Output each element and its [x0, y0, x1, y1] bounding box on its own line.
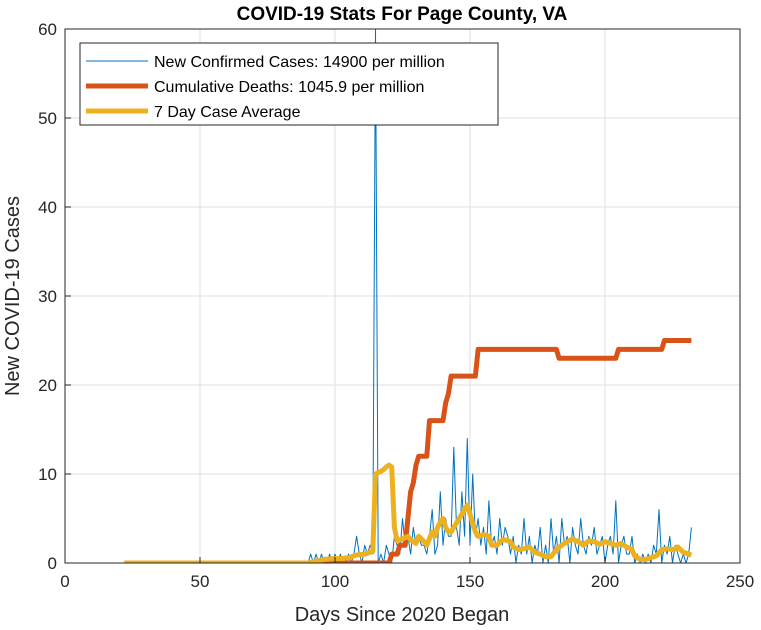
x-tick-label: 0 — [60, 572, 69, 591]
y-tick-label: 60 — [38, 20, 57, 39]
legend: New Confirmed Cases: 14900 per million Cu… — [79, 42, 499, 126]
legend-label-2: Cumulative Deaths: 1045.9 per million — [154, 79, 424, 96]
series-line-2 — [124, 338, 692, 563]
y-tick-label: 20 — [38, 376, 57, 395]
y-tick-label: 30 — [38, 287, 57, 306]
x-tick-label: 150 — [456, 572, 484, 591]
chart-title: COVID-19 Stats For Page County, VA — [237, 4, 568, 25]
y-tick-label: 10 — [38, 465, 57, 484]
series-group — [124, 29, 693, 563]
series-line-3 — [124, 462, 693, 563]
x-axis-label: Days Since 2020 Began — [295, 604, 510, 626]
x-tick-label: 50 — [191, 572, 210, 591]
x-tick-label: 250 — [726, 572, 754, 591]
x-tick-label: 100 — [321, 572, 349, 591]
series-line-1 — [124, 29, 692, 563]
legend-label-3: 7 Day Case Average — [154, 104, 301, 121]
legend-label-1: New Confirmed Cases: 14900 per million — [154, 54, 445, 71]
x-tick-label: 200 — [591, 572, 619, 591]
y-tick-label: 50 — [38, 109, 57, 128]
y-tick-label: 40 — [38, 198, 57, 217]
legend-box — [79, 42, 499, 126]
axis-ticks: 0 50 100 150 200 250 0 10 20 30 40 50 60 — [38, 20, 754, 591]
y-tick-label: 0 — [48, 554, 57, 573]
y-axis-label: New COVID-19 Cases — [2, 196, 24, 396]
